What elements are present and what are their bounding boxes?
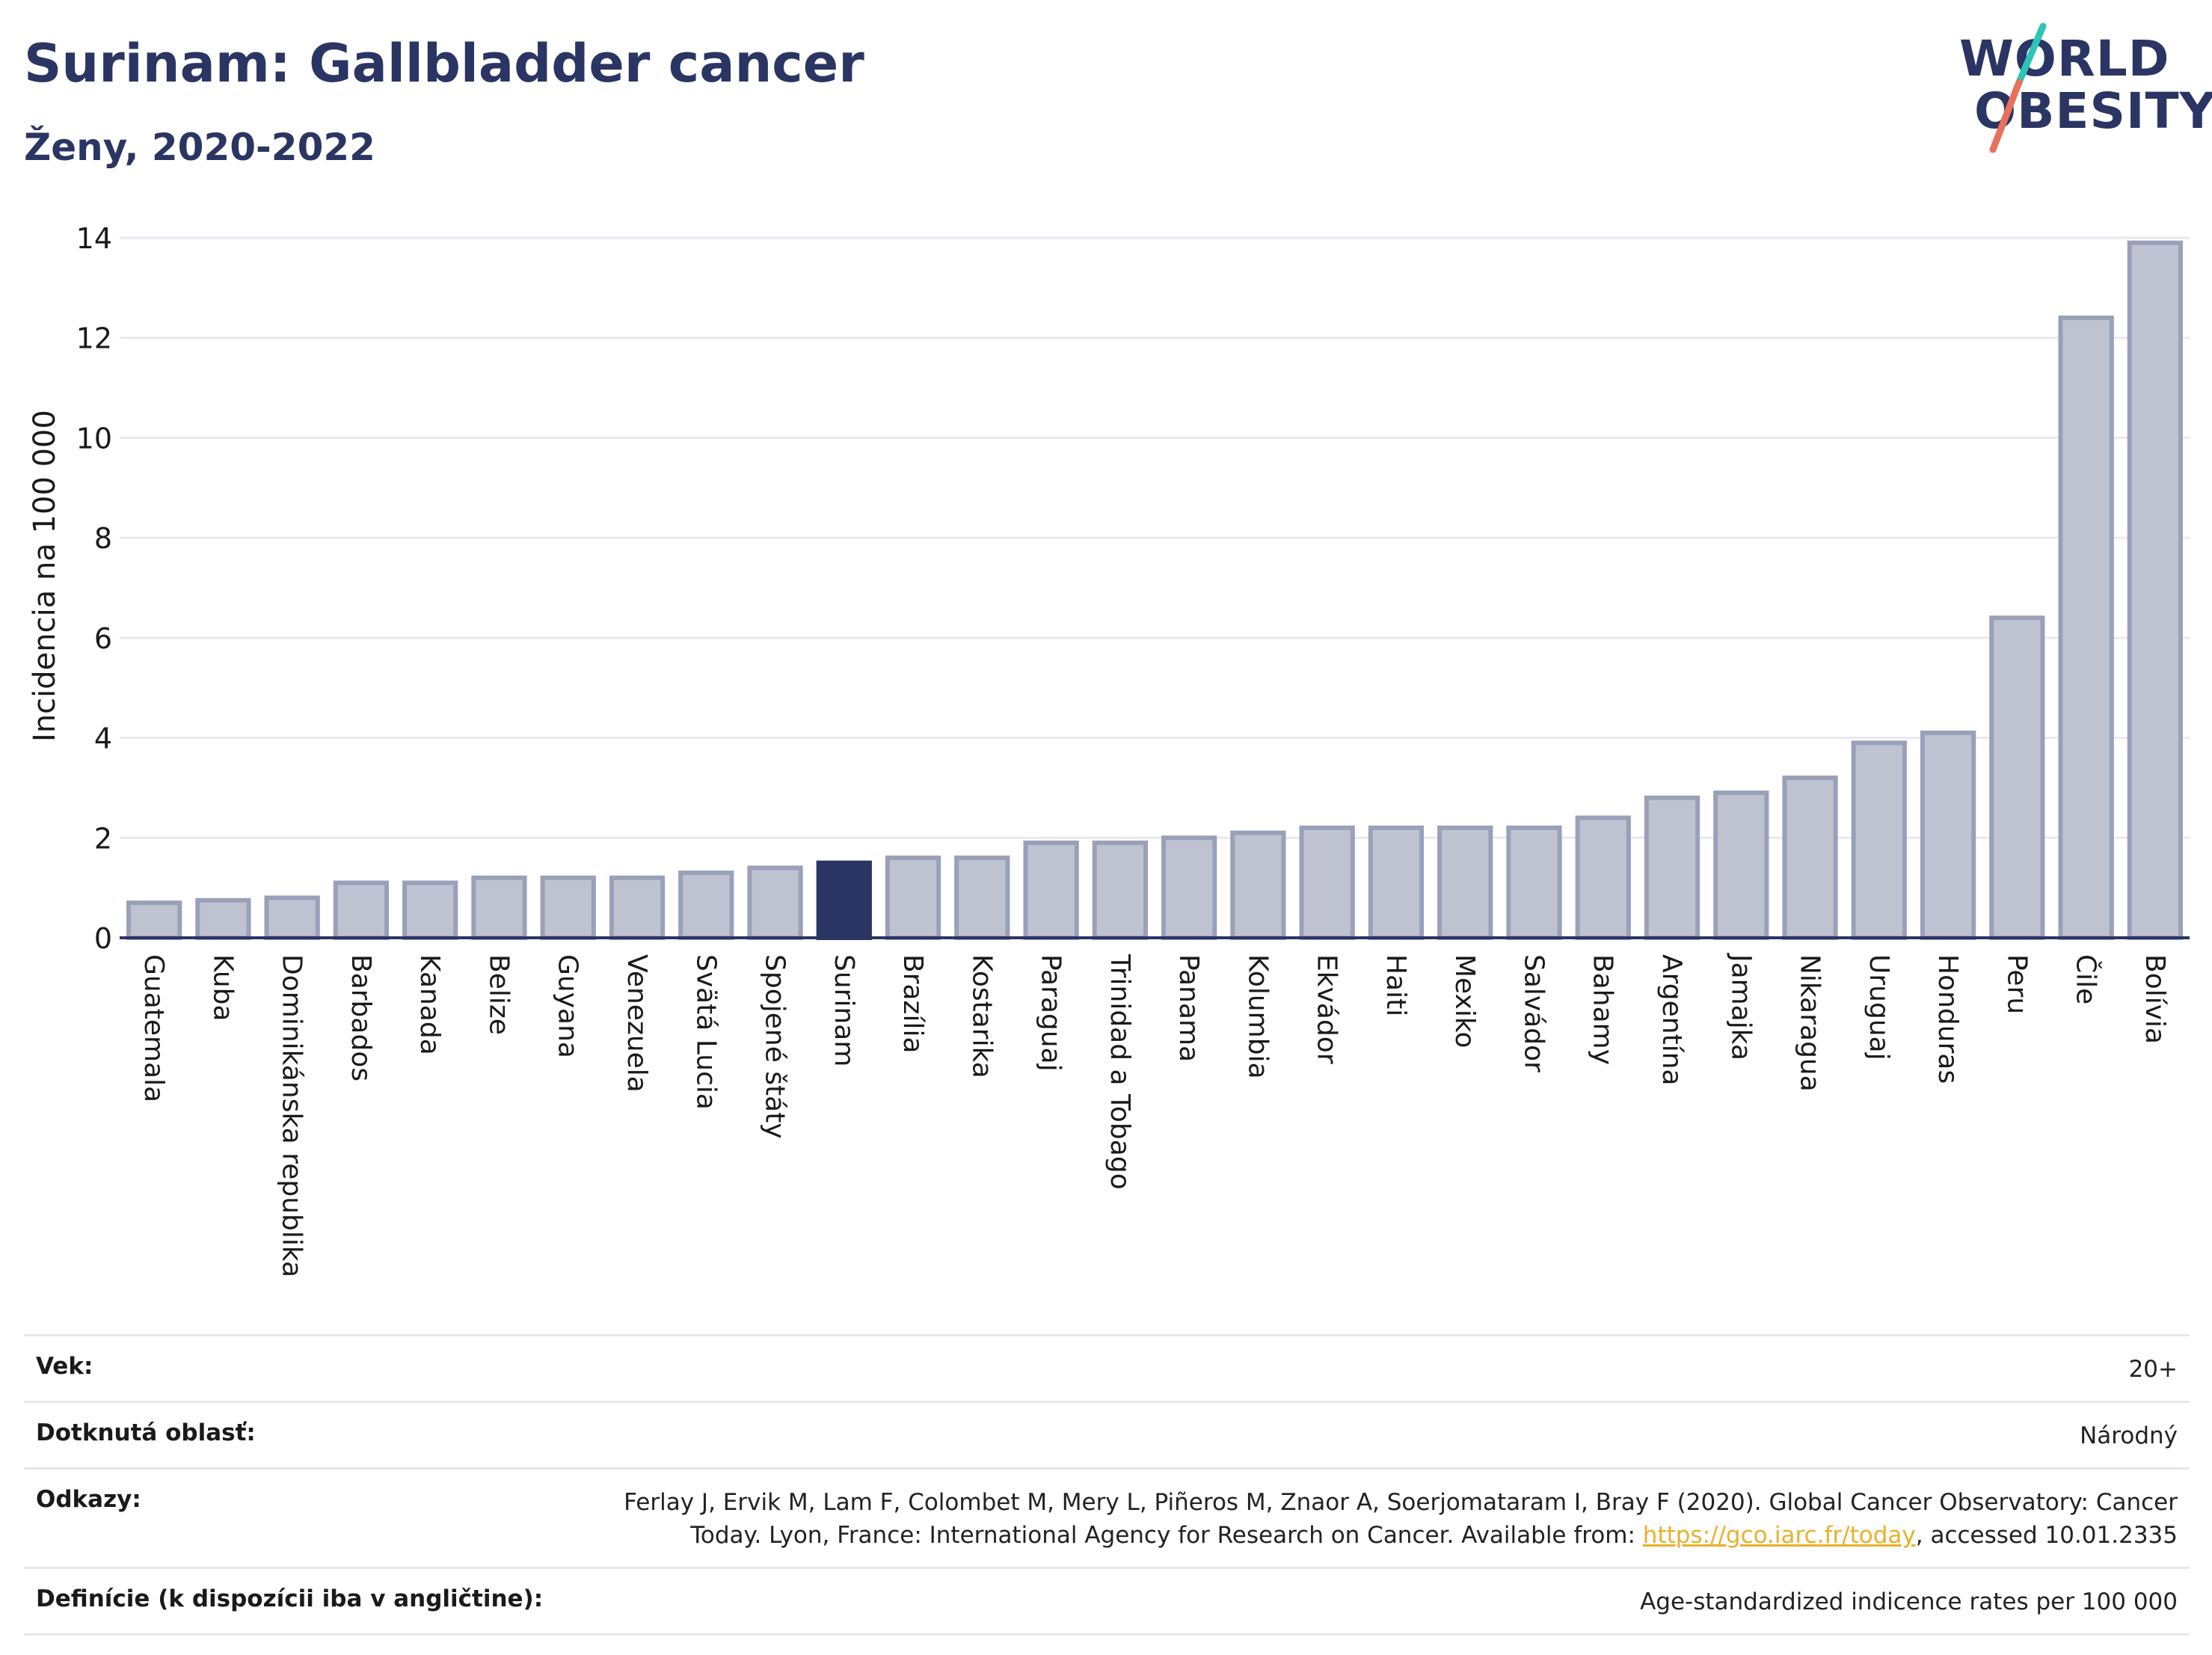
x-tick-label: Guyana	[553, 954, 583, 1058]
bar	[1644, 795, 1701, 940]
x-tick-label: Peru	[2001, 954, 2032, 1014]
meta-label-references: Odkazy:	[36, 1486, 141, 1513]
bar	[1437, 825, 1493, 941]
x-tick-label: Kuba	[207, 954, 238, 1022]
y-tick-label: 4	[94, 722, 112, 755]
bar-chart: 0 2 4 6 8 10 12 14 Guatemala Kuba Dominikánska rep…	[76, 222, 2190, 1277]
y-tick-label: 12	[76, 322, 112, 355]
x-tick-label: Trinidad a Tobago	[1105, 954, 1135, 1190]
reference-prefix: Today. Lyon, France: International Agenc…	[690, 1522, 1643, 1549]
bar	[1161, 835, 1217, 940]
y-tick-label: 2	[94, 822, 112, 855]
meta-label-area: Dotknutá oblasť:	[36, 1419, 256, 1446]
x-tick-label: Nikaragua	[1795, 954, 1825, 1092]
bar	[1575, 815, 1631, 940]
reference-line-1: Ferlay J, Ervik M, Lam F, Colombet M, Me…	[624, 1489, 2178, 1516]
bar	[471, 875, 527, 940]
meta-value-references: Ferlay J, Ervik M, Lam F, Colombet M, Me…	[624, 1486, 2178, 1552]
meta-value-age: 20+	[2128, 1356, 2178, 1383]
reference-suffix: , accessed 10.01.2335	[1915, 1522, 2178, 1549]
y-tick-label: 6	[94, 622, 112, 655]
bar	[678, 871, 734, 940]
bar	[1713, 790, 1769, 940]
x-tick-label: Brazília	[897, 954, 928, 1054]
x-tick-label: Barbados	[345, 954, 376, 1081]
x-tick-label: Honduras	[1932, 954, 1963, 1084]
meta-label-definitions: Definície (k dispozícii iba v angličtine…	[36, 1585, 544, 1612]
meta-value-definitions: Age-standardized indicence rates per 100…	[1640, 1588, 2178, 1615]
chart-title: Surinam: Gallbladder cancer	[24, 33, 864, 94]
y-tick-label: 0	[94, 922, 112, 955]
x-tick-label: Jamajka	[1725, 953, 1756, 1060]
bar	[126, 900, 182, 941]
bar	[2127, 240, 2184, 940]
x-tick-label: Ekvádor	[1312, 954, 1342, 1064]
x-tick-label: Uruguaj	[1864, 954, 1894, 1060]
bar	[1092, 840, 1149, 941]
reference-line-2: Today. Lyon, France: International Agenc…	[624, 1519, 2178, 1552]
meta-row-age: Vek: 20+	[24, 1334, 2190, 1401]
x-tick-label: Panama	[1173, 954, 1204, 1062]
meta-value-area: Národný	[2080, 1422, 2178, 1449]
x-tick-label: Čile	[2071, 954, 2102, 1004]
x-tick-label: Kanada	[414, 954, 445, 1055]
x-tick-label: Belize	[483, 954, 514, 1035]
y-tick-label: 10	[76, 422, 112, 455]
bar	[1023, 840, 1079, 941]
world-obesity-logo: WORLD OBESITY	[1944, 22, 2212, 157]
bar	[747, 865, 803, 941]
x-tick-label: Bolívia	[2139, 954, 2170, 1044]
x-tick-label: Dominikánska republika	[277, 954, 307, 1277]
metadata-table: Vek: 20+ Dotknutá oblasť: Národný Odkazy…	[24, 1334, 2190, 1636]
meta-row-area: Dotknutá oblasť: Národný	[24, 1401, 2190, 1467]
bar	[333, 880, 390, 941]
bar	[609, 875, 666, 940]
bar	[1920, 730, 1976, 941]
bar	[1230, 830, 1286, 940]
x-tick-label: Venezuela	[621, 954, 652, 1093]
bar	[195, 897, 251, 940]
x-tick-label: Kolumbia	[1242, 954, 1273, 1079]
x-tick-label: Haiti	[1380, 954, 1411, 1016]
bar	[1782, 776, 1838, 940]
bar	[1506, 825, 1562, 941]
bar	[885, 856, 941, 940]
bar	[540, 875, 596, 940]
logo-slash-icon	[1989, 22, 2047, 153]
y-tick-label: 14	[76, 222, 112, 255]
bar	[264, 895, 320, 940]
bar	[1989, 615, 2045, 940]
y-tick-label: 8	[94, 522, 112, 555]
meta-label-age: Vek:	[36, 1353, 93, 1380]
bar	[402, 880, 458, 941]
meta-row-references: Odkazy: Ferlay J, Ervik M, Lam F, Colomb…	[24, 1467, 2190, 1567]
x-tick-label: Argentína	[1656, 954, 1687, 1086]
bar	[1368, 825, 1425, 941]
bar-highlighted	[816, 860, 872, 941]
x-tick-label: Guatemala	[138, 954, 169, 1102]
x-tick-label: Spojené štáty	[760, 954, 790, 1139]
x-tick-label: Surinam	[829, 954, 859, 1066]
x-tick-label: Kostarika	[966, 954, 997, 1078]
reference-link[interactable]: https://gco.iarc.fr/today	[1642, 1522, 1916, 1549]
x-tick-label: Bahamy	[1588, 954, 1618, 1065]
bar	[954, 856, 1010, 940]
x-tick-label: Paraguaj	[1036, 954, 1066, 1072]
x-tick-label: Mexiko	[1449, 954, 1480, 1048]
bar	[2058, 315, 2114, 940]
bar	[1851, 740, 1907, 940]
x-tick-label: Svätá Lucia	[690, 954, 721, 1110]
bar	[1299, 825, 1355, 941]
x-tick-label: Salvádor	[1518, 954, 1549, 1072]
meta-row-definitions: Definície (k dispozícii iba v angličtine…	[24, 1567, 2190, 1636]
logo-word-1: WORLD	[1959, 30, 2170, 87]
chart-subtitle: Ženy, 2020-2022	[24, 126, 375, 169]
